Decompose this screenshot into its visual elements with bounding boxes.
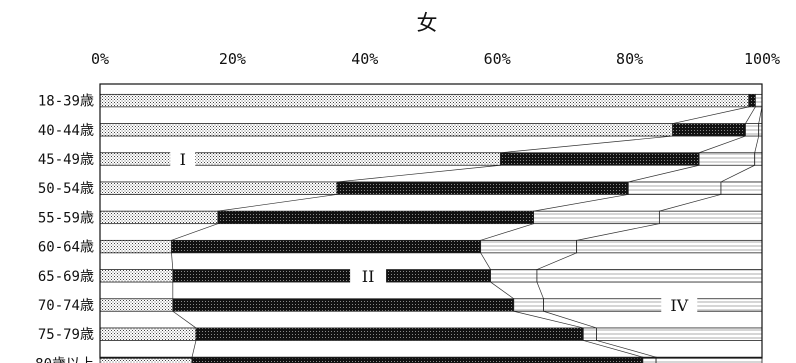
zone-label-bg: [661, 294, 698, 316]
connector-line: [191, 340, 197, 358]
bar-segment-1: [99, 210, 219, 225]
connector-line: [576, 223, 660, 241]
bar-segment-4: [754, 152, 763, 166]
connector-line: [543, 310, 597, 329]
bar-segment-3: [627, 181, 722, 195]
bar-segment-1: [99, 181, 338, 195]
bar-segment-1: [99, 356, 193, 363]
category-label: 45-49歳: [38, 152, 94, 168]
category-label: 60-64歳: [38, 240, 94, 256]
connector-line: [659, 194, 722, 212]
connector-line: [628, 164, 700, 183]
bar-segment-3: [490, 269, 538, 283]
bar-segment-3: [582, 327, 597, 341]
connector-line: [583, 340, 643, 358]
connector-line: [596, 340, 657, 358]
x-tick-label: 20%: [219, 50, 246, 68]
connector-line: [480, 252, 491, 270]
bar-segment-3: [642, 356, 657, 363]
category-label: 75-79歳: [38, 327, 94, 343]
bar-segment-3: [754, 93, 763, 108]
bar-segment-4: [720, 181, 763, 195]
zone-label: IV: [670, 296, 688, 315]
bar-segment-2: [195, 327, 584, 341]
bar-segment-2: [500, 152, 700, 166]
bar-segment-4: [536, 269, 763, 283]
bar-segment-1: [99, 239, 172, 254]
category-label: 65-69歳: [38, 269, 94, 285]
connector-line: [745, 106, 756, 124]
connector-line: [171, 223, 218, 241]
bar-segment-1: [99, 93, 750, 108]
connector-line: [480, 223, 534, 241]
bar-segment-3: [480, 239, 578, 254]
bar-segment-1: [99, 298, 174, 312]
connector-line: [536, 252, 577, 270]
connector-line: [533, 194, 629, 212]
bars: [99, 93, 763, 363]
bar-segment-2: [171, 239, 482, 254]
connector-line: [217, 194, 338, 212]
category-label: 18-39歳: [38, 94, 94, 110]
x-tick-label: 80%: [616, 50, 643, 68]
connector-line: [171, 252, 174, 270]
bar-segment-2: [172, 269, 491, 283]
x-tick-label: 0%: [91, 50, 109, 68]
category-label: 50-54歳: [38, 181, 94, 197]
category-label: 55-59歳: [38, 210, 94, 226]
x-tick-label: 100%: [744, 50, 780, 68]
x-axis-ticks: 0% 20% 40% 60% 80% 100%: [91, 50, 780, 68]
connector-line: [336, 164, 501, 183]
bar-segment-4: [576, 239, 763, 254]
connector-line: [672, 106, 749, 124]
connector-line: [720, 164, 755, 183]
connector-line: [172, 310, 197, 329]
bar-segment-3: [745, 123, 760, 137]
zone-label: II: [362, 267, 375, 286]
bar-segment-4: [596, 327, 763, 341]
bar-segment-4: [658, 210, 763, 225]
plot-frame: [99, 83, 763, 359]
bar-segment-1: [99, 152, 501, 166]
category-label: 80歳以上: [35, 356, 94, 363]
x-tick-label: 60%: [484, 50, 511, 68]
bar-segment-3: [698, 152, 756, 166]
bar-segment-4: [655, 356, 763, 363]
connector-line: [754, 135, 760, 153]
connector-line: [490, 281, 514, 300]
chart-title: 女: [417, 11, 438, 35]
bar-segment-4: [543, 298, 763, 312]
bar-segment-1: [99, 327, 197, 341]
connector-line: [500, 135, 673, 154]
bar-segment-1: [99, 123, 674, 137]
bar-segment-2: [217, 210, 535, 225]
bar-segment-3: [533, 210, 660, 225]
bar-segment-2: [672, 123, 746, 137]
bar-segment-1: [99, 269, 174, 283]
connector-line: [698, 135, 746, 154]
x-tick-label: 40%: [351, 50, 378, 68]
zone-label-bg: [170, 148, 196, 170]
category-label: 40-44歳: [38, 123, 94, 139]
category-label: 70-74歳: [38, 298, 94, 314]
category-labels: 18-39歳 40-44歳 45-49歳 50-54歳 55-59歳 60-64歳 65-6…: [35, 94, 94, 363]
segment-connectors: [171, 106, 763, 358]
zone-label-bg: [350, 264, 387, 287]
bar-segment-3: [513, 298, 544, 312]
bar-segment-2: [748, 93, 756, 108]
connector-line: [536, 281, 544, 299]
connector-line: [513, 310, 584, 329]
bar-segment-2: [172, 298, 515, 312]
zone-label: I: [180, 150, 186, 169]
bar-segment-2: [191, 356, 644, 363]
bar-segment-2: [336, 181, 629, 195]
